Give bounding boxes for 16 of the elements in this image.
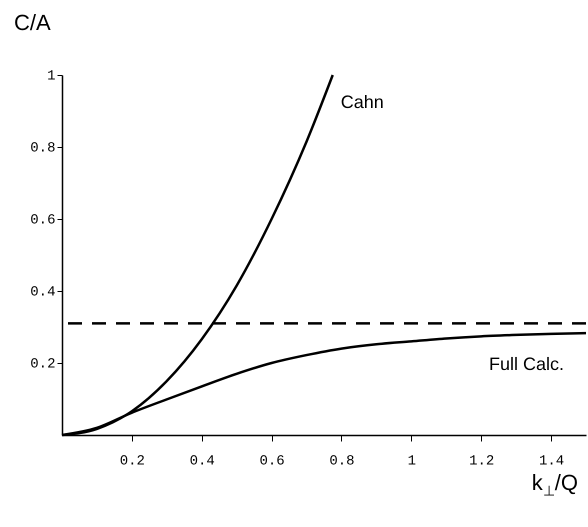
x-tick-label: 0.6 — [259, 454, 285, 470]
y-tick-label: 1 — [47, 68, 56, 84]
x-tick-label: 0.2 — [120, 454, 145, 470]
x-tick-label: 0.4 — [190, 454, 215, 470]
x-axis-title: k$_{⊥}$/Q — [532, 470, 578, 498]
series-label: Full Calc. — [488, 354, 564, 374]
x-tick-label: 0.8 — [329, 454, 355, 470]
y-axis-title: C/A — [14, 10, 51, 36]
x-tick-label: 1 — [408, 454, 416, 470]
y-tick-label: 0.2 — [30, 356, 56, 372]
series-label: Cahn — [340, 92, 384, 112]
x-tick-label: 1.2 — [469, 454, 494, 470]
y-tick-label: 0.6 — [30, 212, 56, 228]
x-tick-label: 1.4 — [538, 454, 564, 470]
y-tick-label: 0.8 — [30, 140, 56, 156]
y-tick-label: 0.4 — [30, 284, 56, 300]
